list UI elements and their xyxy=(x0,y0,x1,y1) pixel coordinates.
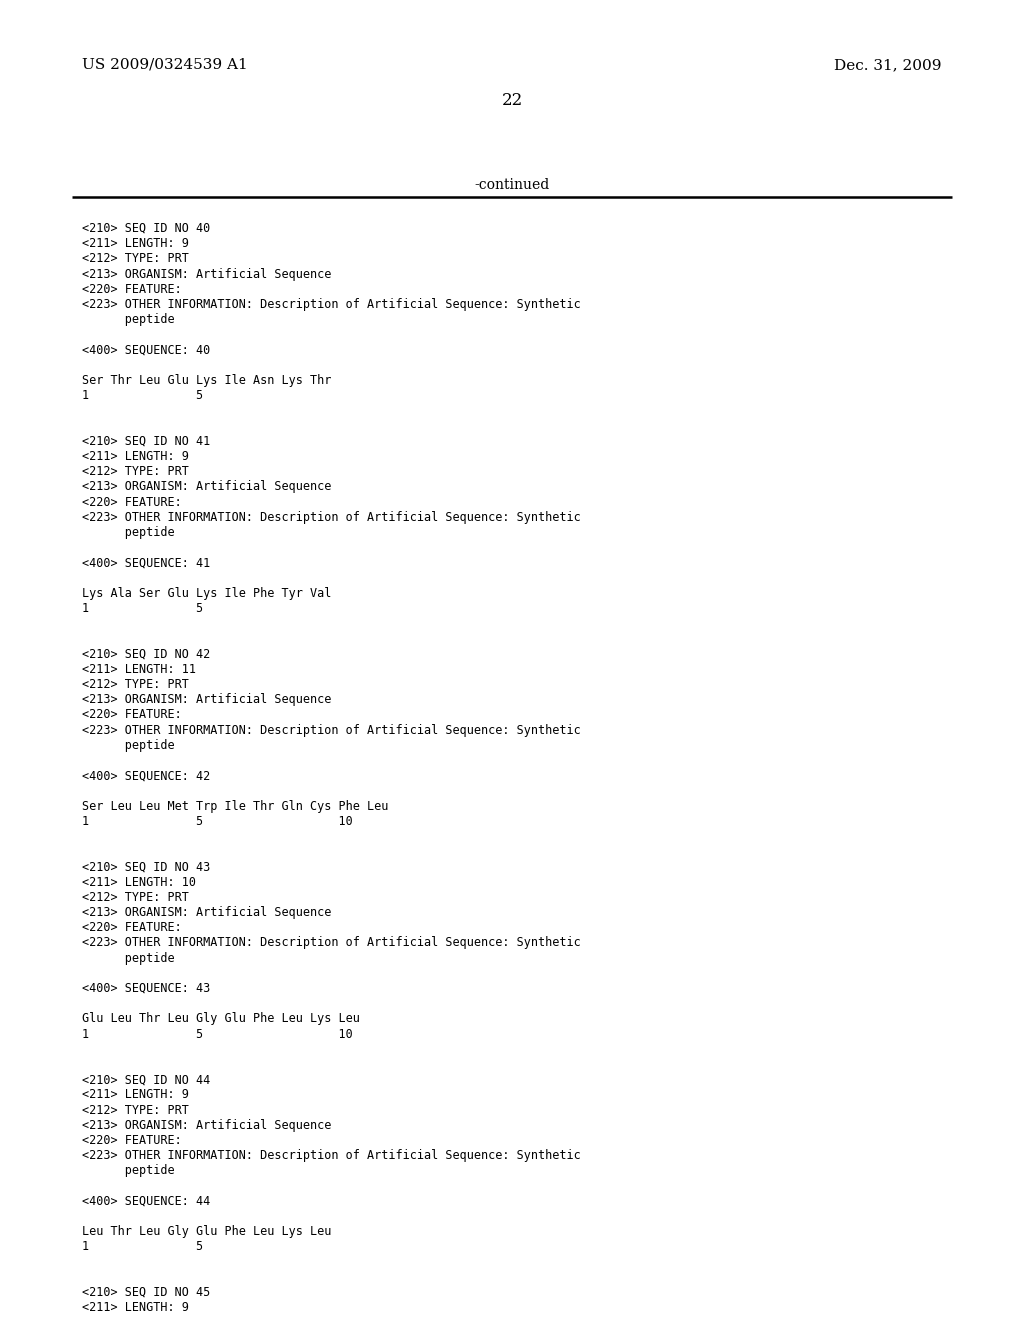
Text: <211> LENGTH: 9: <211> LENGTH: 9 xyxy=(82,238,188,251)
Text: <223> OTHER INFORMATION: Description of Artificial Sequence: Synthetic: <223> OTHER INFORMATION: Description of … xyxy=(82,511,581,524)
Text: 1               5                   10: 1 5 10 xyxy=(82,814,352,828)
Text: <211> LENGTH: 10: <211> LENGTH: 10 xyxy=(82,875,196,888)
Text: -continued: -continued xyxy=(474,178,550,191)
Text: 1               5: 1 5 xyxy=(82,389,203,403)
Text: <212> TYPE: PRT: <212> TYPE: PRT xyxy=(82,252,188,265)
Text: <210> SEQ ID NO 40: <210> SEQ ID NO 40 xyxy=(82,222,210,235)
Text: <400> SEQUENCE: 41: <400> SEQUENCE: 41 xyxy=(82,557,210,569)
Text: <400> SEQUENCE: 43: <400> SEQUENCE: 43 xyxy=(82,982,210,995)
Text: <400> SEQUENCE: 44: <400> SEQUENCE: 44 xyxy=(82,1195,210,1208)
Text: <210> SEQ ID NO 43: <210> SEQ ID NO 43 xyxy=(82,861,210,874)
Text: <220> FEATURE:: <220> FEATURE: xyxy=(82,282,181,296)
Text: <210> SEQ ID NO 45: <210> SEQ ID NO 45 xyxy=(82,1286,210,1299)
Text: peptide: peptide xyxy=(82,739,175,752)
Text: <211> LENGTH: 9: <211> LENGTH: 9 xyxy=(82,1302,188,1315)
Text: <220> FEATURE:: <220> FEATURE: xyxy=(82,921,181,935)
Text: <213> ORGANISM: Artificial Sequence: <213> ORGANISM: Artificial Sequence xyxy=(82,906,332,919)
Text: peptide: peptide xyxy=(82,525,175,539)
Text: <212> TYPE: PRT: <212> TYPE: PRT xyxy=(82,1104,188,1117)
Text: <223> OTHER INFORMATION: Description of Artificial Sequence: Synthetic: <223> OTHER INFORMATION: Description of … xyxy=(82,1150,581,1162)
Text: <210> SEQ ID NO 41: <210> SEQ ID NO 41 xyxy=(82,434,210,447)
Text: peptide: peptide xyxy=(82,1164,175,1177)
Text: <213> ORGANISM: Artificial Sequence: <213> ORGANISM: Artificial Sequence xyxy=(82,480,332,494)
Text: Ser Leu Leu Met Trp Ile Thr Gln Cys Phe Leu: Ser Leu Leu Met Trp Ile Thr Gln Cys Phe … xyxy=(82,800,388,813)
Text: peptide: peptide xyxy=(82,952,175,965)
Text: <210> SEQ ID NO 42: <210> SEQ ID NO 42 xyxy=(82,648,210,660)
Text: <223> OTHER INFORMATION: Description of Artificial Sequence: Synthetic: <223> OTHER INFORMATION: Description of … xyxy=(82,936,581,949)
Text: peptide: peptide xyxy=(82,313,175,326)
Text: <211> LENGTH: 9: <211> LENGTH: 9 xyxy=(82,450,188,463)
Text: <210> SEQ ID NO 44: <210> SEQ ID NO 44 xyxy=(82,1073,210,1086)
Text: <211> LENGTH: 11: <211> LENGTH: 11 xyxy=(82,663,196,676)
Text: <400> SEQUENCE: 40: <400> SEQUENCE: 40 xyxy=(82,343,210,356)
Text: Leu Thr Leu Gly Glu Phe Leu Lys Leu: Leu Thr Leu Gly Glu Phe Leu Lys Leu xyxy=(82,1225,332,1238)
Text: Lys Ala Ser Glu Lys Ile Phe Tyr Val: Lys Ala Ser Glu Lys Ile Phe Tyr Val xyxy=(82,587,332,599)
Text: <211> LENGTH: 9: <211> LENGTH: 9 xyxy=(82,1089,188,1101)
Text: <212> TYPE: PRT: <212> TYPE: PRT xyxy=(82,678,188,690)
Text: <213> ORGANISM: Artificial Sequence: <213> ORGANISM: Artificial Sequence xyxy=(82,1119,332,1131)
Text: <400> SEQUENCE: 42: <400> SEQUENCE: 42 xyxy=(82,770,210,783)
Text: <220> FEATURE:: <220> FEATURE: xyxy=(82,495,181,508)
Text: <213> ORGANISM: Artificial Sequence: <213> ORGANISM: Artificial Sequence xyxy=(82,268,332,281)
Text: 22: 22 xyxy=(502,92,522,110)
Text: 1               5: 1 5 xyxy=(82,1241,203,1254)
Text: <212> TYPE: PRT: <212> TYPE: PRT xyxy=(82,891,188,904)
Text: 1               5: 1 5 xyxy=(82,602,203,615)
Text: Dec. 31, 2009: Dec. 31, 2009 xyxy=(835,58,942,73)
Text: <213> ORGANISM: Artificial Sequence: <213> ORGANISM: Artificial Sequence xyxy=(82,693,332,706)
Text: <212> TYPE: PRT: <212> TYPE: PRT xyxy=(82,465,188,478)
Text: <223> OTHER INFORMATION: Description of Artificial Sequence: Synthetic: <223> OTHER INFORMATION: Description of … xyxy=(82,723,581,737)
Text: Glu Leu Thr Leu Gly Glu Phe Leu Lys Leu: Glu Leu Thr Leu Gly Glu Phe Leu Lys Leu xyxy=(82,1012,359,1026)
Text: <220> FEATURE:: <220> FEATURE: xyxy=(82,709,181,722)
Text: US 2009/0324539 A1: US 2009/0324539 A1 xyxy=(82,58,248,73)
Text: 1               5                   10: 1 5 10 xyxy=(82,1027,352,1040)
Text: Ser Thr Leu Glu Lys Ile Asn Lys Thr: Ser Thr Leu Glu Lys Ile Asn Lys Thr xyxy=(82,374,332,387)
Text: <220> FEATURE:: <220> FEATURE: xyxy=(82,1134,181,1147)
Text: <223> OTHER INFORMATION: Description of Artificial Sequence: Synthetic: <223> OTHER INFORMATION: Description of … xyxy=(82,298,581,312)
